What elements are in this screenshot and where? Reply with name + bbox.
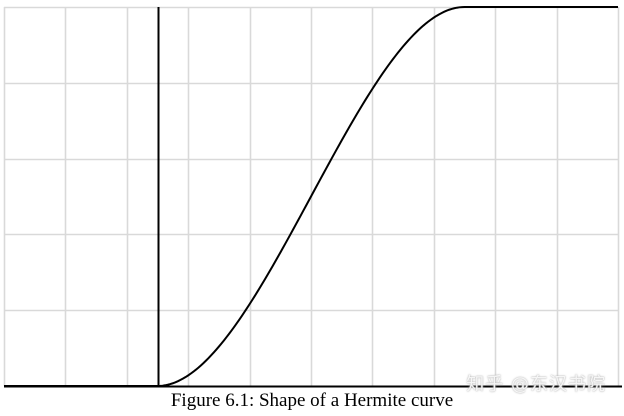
watermark-text: 知乎 @东汉书院 xyxy=(466,374,606,395)
figure-caption: Figure 6.1: Shape of a Hermite curve xyxy=(170,390,454,411)
hermite-plot xyxy=(3,6,622,388)
hermite-curve-series-0 xyxy=(4,6,618,387)
curve-layer xyxy=(4,6,618,387)
axes xyxy=(4,7,622,388)
